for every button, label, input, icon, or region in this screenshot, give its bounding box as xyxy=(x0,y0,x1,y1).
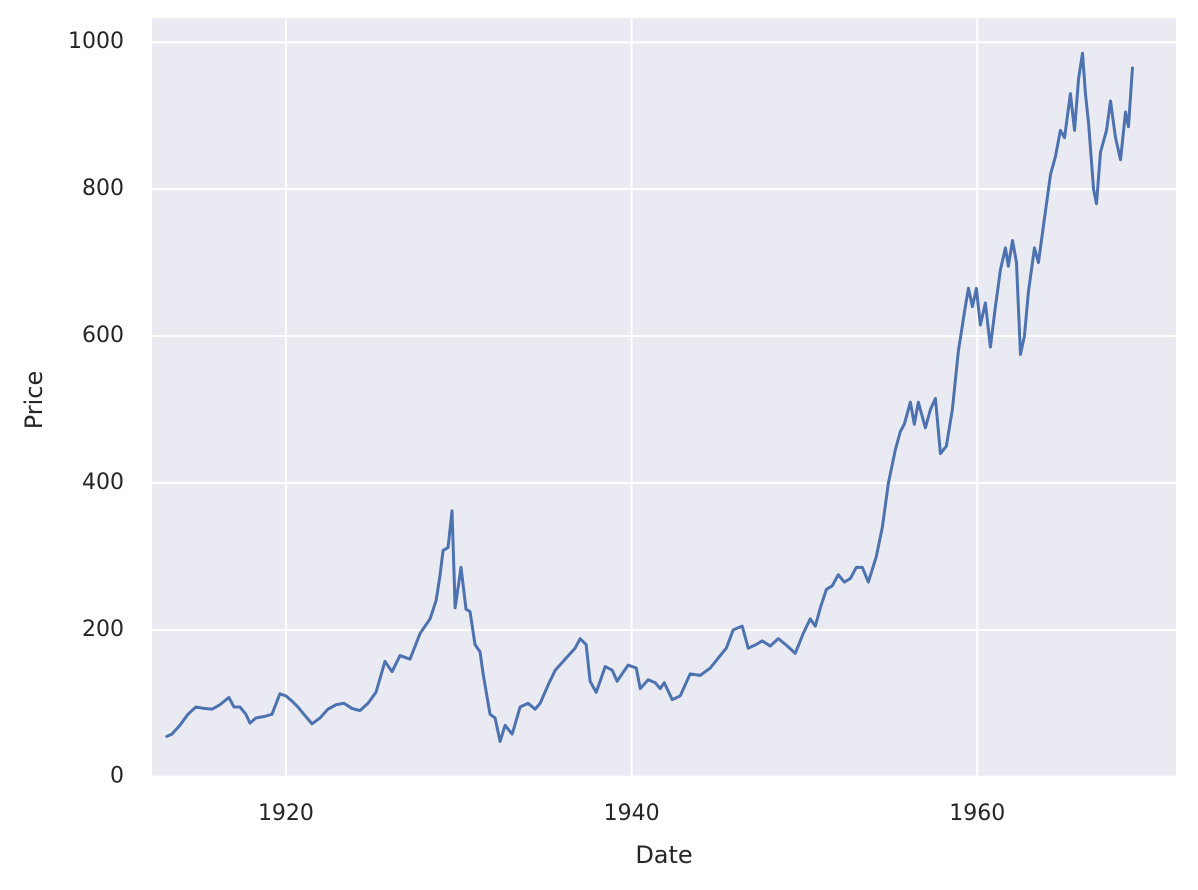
x-tick-label: 1920 xyxy=(258,801,314,826)
y-tick-label: 800 xyxy=(82,176,124,201)
plot-area xyxy=(152,18,1176,776)
y-axis-label: Price xyxy=(20,371,48,430)
y-tick-label: 600 xyxy=(82,323,124,348)
x-axis-label: Date xyxy=(635,841,692,869)
x-tick-label: 1940 xyxy=(604,801,660,826)
y-tick-label: 200 xyxy=(82,617,124,642)
y-tick-label: 0 xyxy=(110,764,124,789)
y-tick-label: 1000 xyxy=(68,29,124,54)
line xyxy=(165,51,1134,743)
y-tick-label: 400 xyxy=(82,470,124,495)
x-tick-label: 1960 xyxy=(949,801,1005,826)
